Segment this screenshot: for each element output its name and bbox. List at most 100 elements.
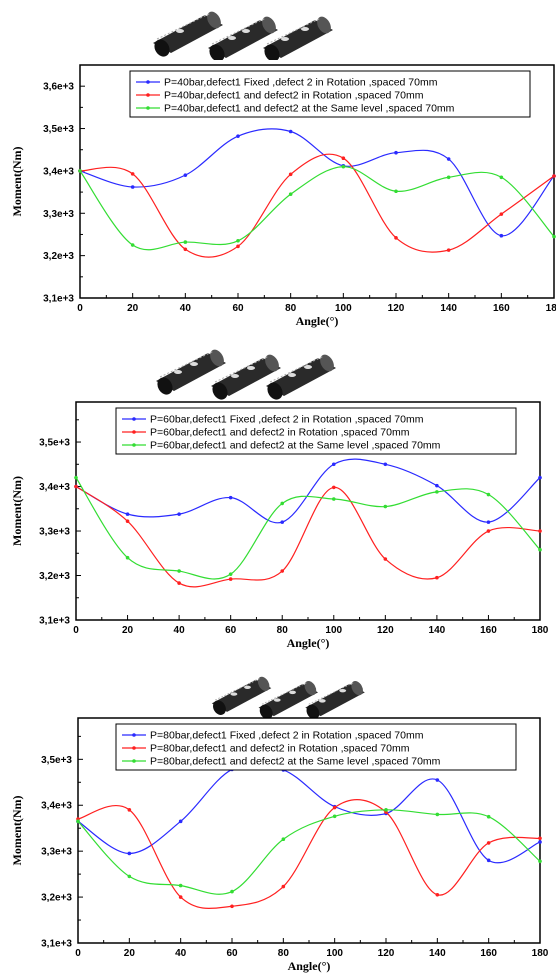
series-line xyxy=(79,166,555,251)
data-point xyxy=(281,884,286,889)
y-tick-label: 3,5e+3 xyxy=(41,755,72,766)
legend-label: P=60bar,defect1 Fixed ,defect 2 in Rotat… xyxy=(150,414,424,426)
data-point xyxy=(341,156,346,160)
data-point xyxy=(538,840,542,844)
data-point xyxy=(538,475,542,480)
data-point xyxy=(331,497,336,501)
data-point xyxy=(552,234,556,239)
pipe-tube-icon xyxy=(211,354,281,400)
series-line xyxy=(77,763,541,864)
y-tick-label: 3,2e+3 xyxy=(43,251,74,262)
series-line xyxy=(79,128,555,237)
data-point xyxy=(486,814,491,819)
data-point xyxy=(538,547,542,552)
x-tick-label: 80 xyxy=(285,303,297,314)
data-point xyxy=(74,484,78,489)
legend-marker xyxy=(132,417,136,421)
data-point xyxy=(183,173,188,177)
data-point xyxy=(178,895,183,899)
data-point xyxy=(288,192,293,197)
legend-marker xyxy=(132,759,136,763)
data-point xyxy=(177,569,181,573)
y-tick-label: 3,4e+3 xyxy=(39,482,70,493)
data-point xyxy=(394,189,398,194)
data-point xyxy=(125,555,130,560)
x-tick-label: 0 xyxy=(73,625,79,636)
y-axis-title: Moment(Nm) xyxy=(10,796,24,866)
legend-box xyxy=(115,723,517,771)
data-point xyxy=(127,851,132,856)
series-line xyxy=(77,799,541,909)
data-point xyxy=(74,475,78,480)
data-point xyxy=(446,175,451,180)
data-point xyxy=(127,874,132,879)
x-tick-label: 80 xyxy=(277,625,289,636)
data-point xyxy=(332,805,337,810)
data-point xyxy=(486,520,491,524)
x-tick-label: 60 xyxy=(226,948,238,959)
data-point xyxy=(130,185,135,189)
legend-label: P=80bar,defect1 Fixed ,defect 2 in Rotat… xyxy=(150,730,424,742)
data-point xyxy=(177,581,181,585)
data-point xyxy=(125,512,130,516)
legend-marker xyxy=(132,430,136,434)
chart-panel-1: 3,1e+3 3,2e+3 3,3e+3 3,4e+3 3,5e+3 3,6e+3 0 20 4… xyxy=(0,0,556,330)
data-point xyxy=(394,236,398,240)
x-axis-title: Angle(°) xyxy=(287,636,330,650)
data-point xyxy=(125,519,130,524)
x-tick-label: 0 xyxy=(75,948,81,959)
x-tick-label: 40 xyxy=(175,948,187,959)
legend-box xyxy=(115,407,517,455)
x-tick-label: 40 xyxy=(174,625,186,636)
legend-marker xyxy=(146,80,150,84)
x-tick-label: 180 xyxy=(546,303,556,314)
x-axis-title: Angle(°) xyxy=(288,959,331,973)
y-axis-title: Moment(Nm) xyxy=(10,147,24,217)
series-line xyxy=(75,458,541,524)
data-point xyxy=(178,819,183,824)
x-tick-label: 0 xyxy=(77,303,83,314)
line-chart-1: 3,1e+3 3,2e+3 3,3e+3 3,4e+3 3,5e+3 3,6e+3 0 20 4… xyxy=(10,64,556,328)
data-point xyxy=(538,836,542,841)
data-point xyxy=(538,859,542,864)
data-point xyxy=(183,247,188,252)
line-chart-3: 3,1e+3 3,2e+3 3,3e+3 3,4e+3 3,5e+3 0 20 40 60 80 1… xyxy=(10,717,549,973)
y-axis-title: Moment(Nm) xyxy=(10,476,24,546)
data-point xyxy=(383,504,388,509)
x-tick-label: 160 xyxy=(480,948,497,959)
data-point xyxy=(499,175,504,180)
legend-marker xyxy=(132,443,136,447)
series-line xyxy=(79,153,555,258)
y-tick-label: 3,3e+3 xyxy=(41,847,72,858)
x-tick-label: 60 xyxy=(232,303,244,314)
x-tick-label: 180 xyxy=(532,948,549,959)
pipe-tube-icon xyxy=(208,16,278,60)
pipe-tube-icon-group-2 xyxy=(156,349,336,400)
data-point xyxy=(435,483,439,488)
legend-label: P=40bar,defect1 and defect2 at the Same … xyxy=(164,103,455,115)
data-point xyxy=(280,569,285,573)
data-point xyxy=(446,157,451,161)
data-point xyxy=(130,172,135,176)
x-tick-label: 140 xyxy=(429,625,446,636)
y-tick-label: 3,1e+3 xyxy=(43,294,74,305)
data-point xyxy=(435,490,439,494)
legend-label: P=40bar,defect1 Fixed ,defect 2 in Rotat… xyxy=(164,77,438,89)
data-point xyxy=(384,808,388,812)
data-point xyxy=(435,778,440,782)
data-point xyxy=(394,150,398,155)
y-tick-label: 3,4e+3 xyxy=(41,801,72,812)
pipe-tube-icon xyxy=(263,16,333,60)
data-point xyxy=(446,248,451,252)
data-point xyxy=(230,904,234,909)
data-point xyxy=(332,814,337,819)
legend-label: P=60bar,defect1 and defect2 in Rotation … xyxy=(150,427,410,439)
data-point xyxy=(177,512,181,516)
x-tick-label: 140 xyxy=(429,948,446,959)
x-axis-title: Angle(°) xyxy=(296,314,339,328)
series-line xyxy=(77,809,541,895)
data-point xyxy=(236,239,240,243)
x-tick-label: 60 xyxy=(225,625,237,636)
y-tick-label: 3,5e+3 xyxy=(39,438,70,449)
data-point xyxy=(486,492,491,497)
